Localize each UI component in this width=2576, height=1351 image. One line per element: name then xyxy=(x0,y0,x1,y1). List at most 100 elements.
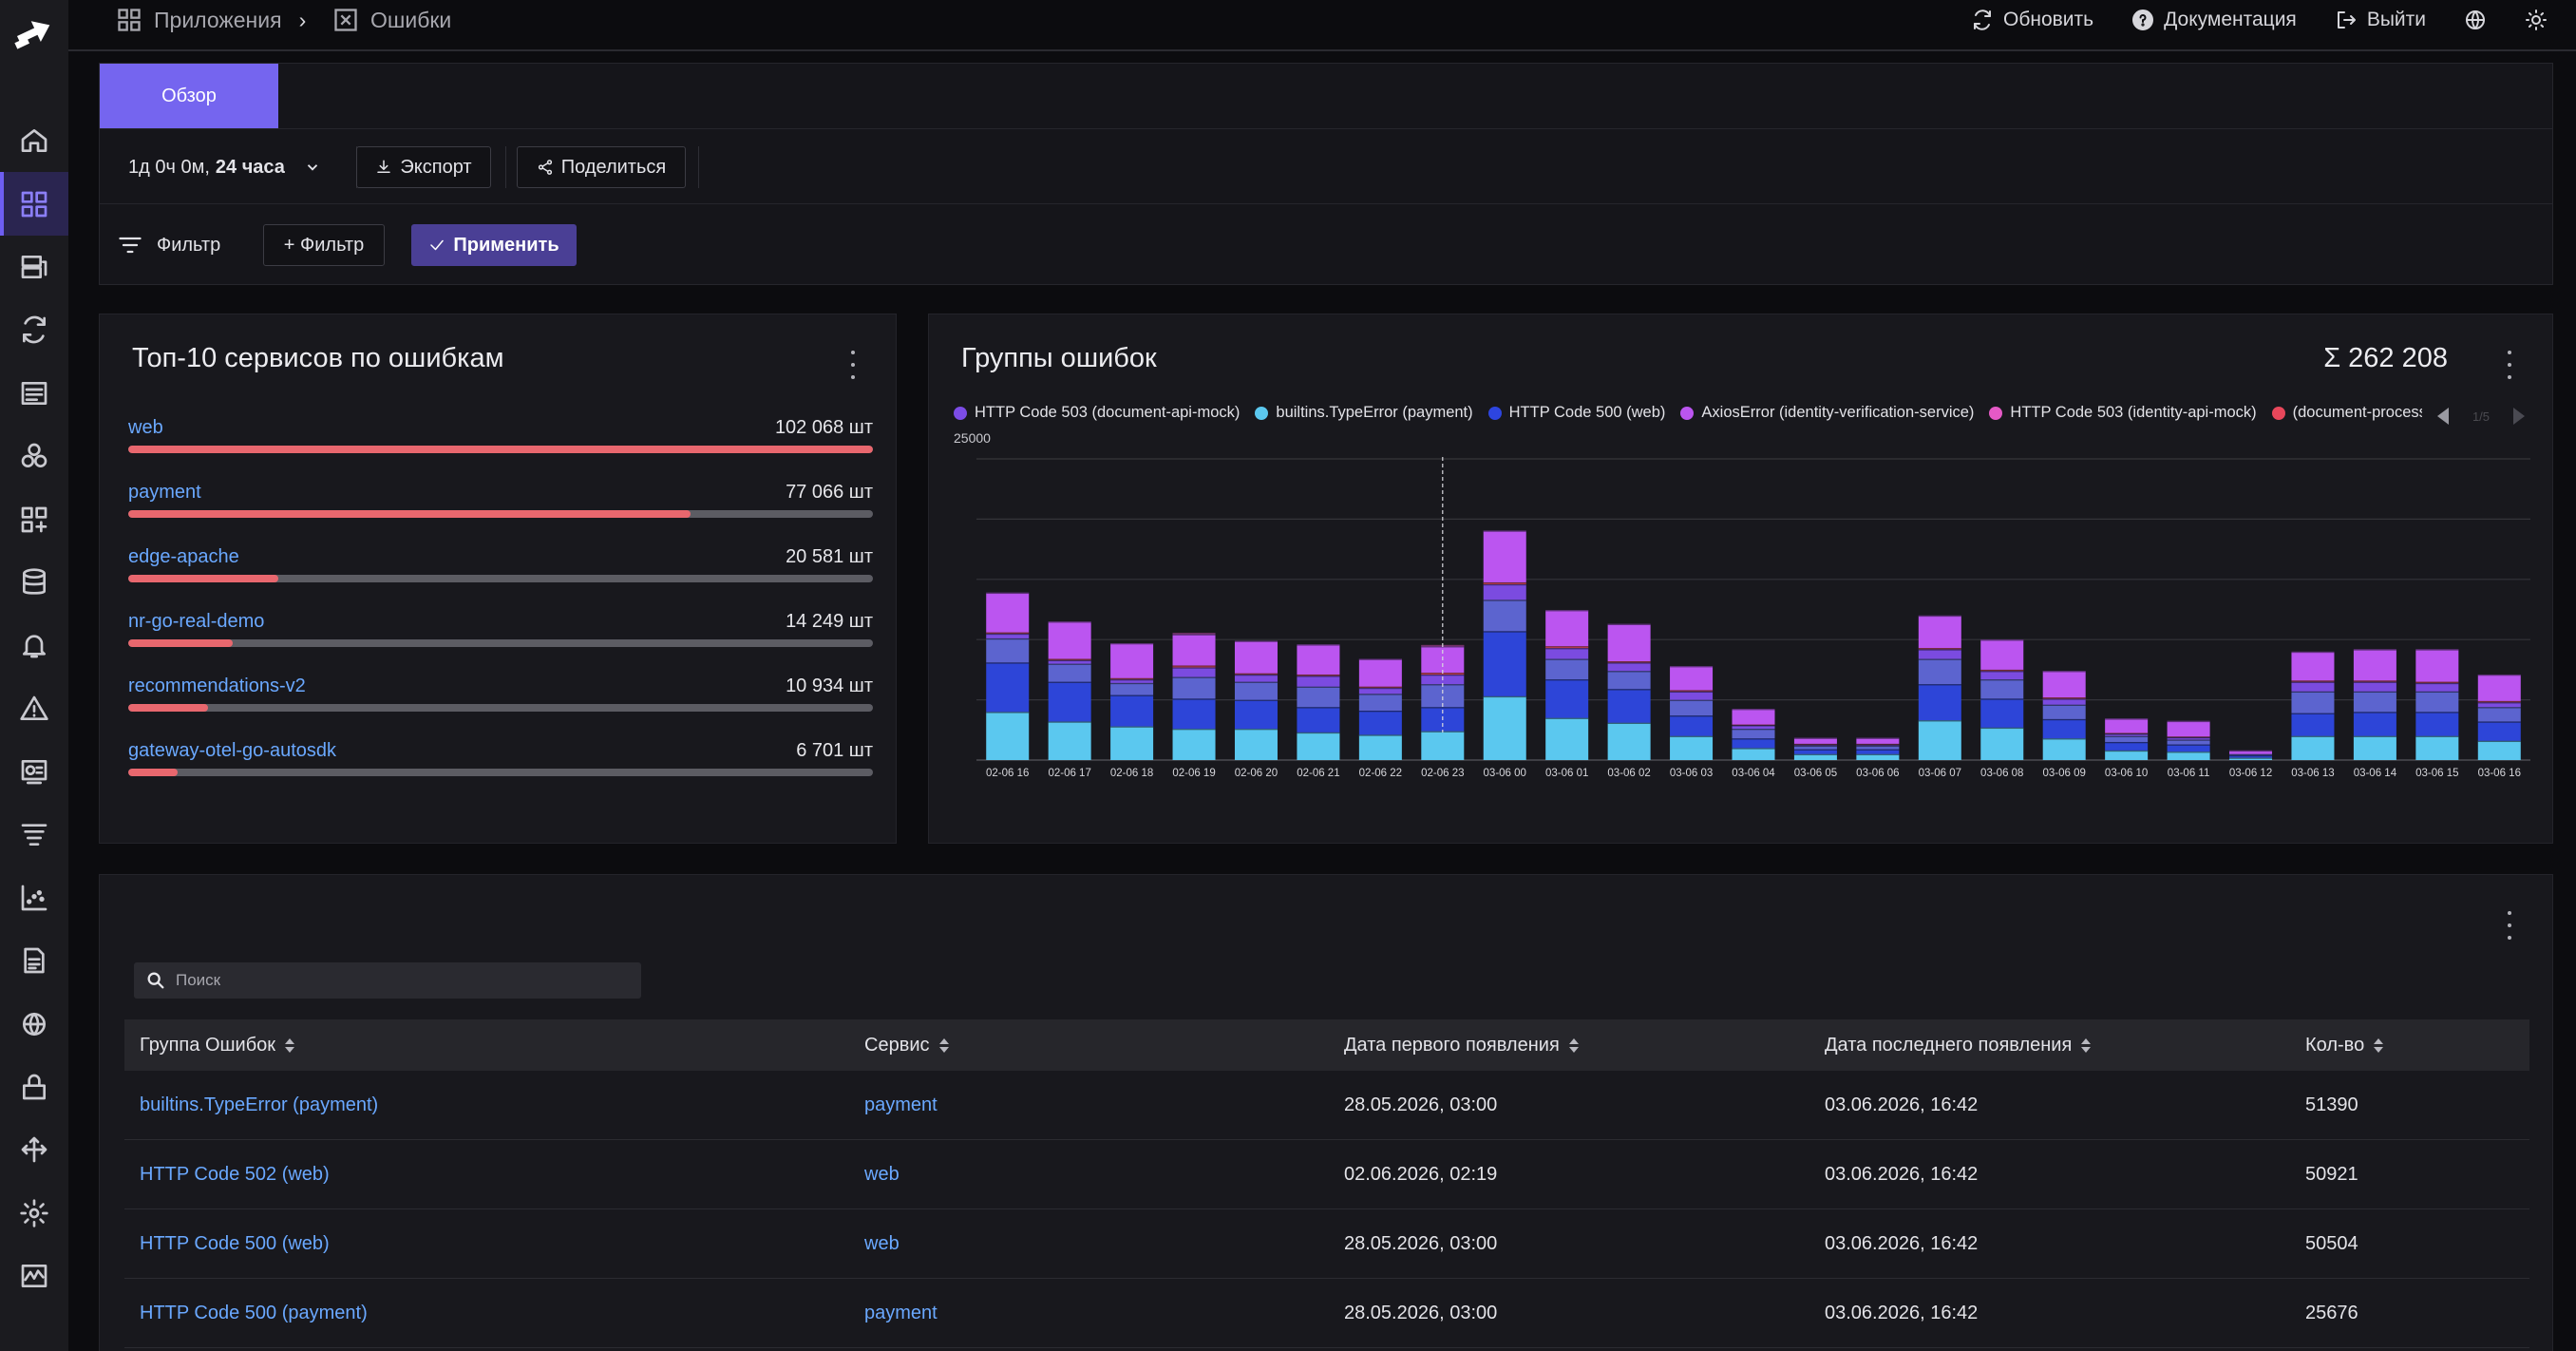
cell-service[interactable]: payment xyxy=(864,1303,938,1323)
sidebar-item-security[interactable] xyxy=(0,1056,68,1118)
sidebar-item-modules[interactable] xyxy=(0,487,68,550)
service-name[interactable]: nr-go-real-demo xyxy=(128,611,265,632)
cell-service[interactable]: payment xyxy=(864,1094,938,1115)
bar-segment-separator xyxy=(1297,644,1340,646)
sidebar-item-incidents[interactable] xyxy=(0,677,68,740)
bar-segment xyxy=(1793,737,1837,744)
search-input[interactable] xyxy=(176,971,632,990)
legend-dot-icon xyxy=(1255,406,1269,420)
legend-prev-icon[interactable] xyxy=(2437,408,2449,425)
bar-segment xyxy=(1732,725,1775,730)
service-error-bar-fill xyxy=(128,446,873,453)
service-name[interactable]: web xyxy=(128,417,163,438)
more-options-icon[interactable] xyxy=(2505,911,2514,940)
sidebar-item-monitoring[interactable] xyxy=(0,1245,68,1307)
sidebar-item-logs[interactable] xyxy=(0,362,68,425)
service-row[interactable]: recommendations-v2 10 934 шт xyxy=(124,676,877,740)
bar-segment xyxy=(1607,623,1651,662)
column-header-last-seen[interactable]: Дата последнего появления xyxy=(1825,1019,2092,1071)
legend-item[interactable]: HTTP Code 503 (document-api-mock) xyxy=(954,404,1240,422)
sidebar-item-database[interactable] xyxy=(0,551,68,614)
export-button[interactable]: Экспорт xyxy=(356,146,491,188)
service-error-bar-fill xyxy=(128,575,279,582)
cell-service[interactable]: web xyxy=(864,1233,900,1254)
breadcrumb-apps[interactable]: Приложения › xyxy=(116,0,306,40)
table-row[interactable]: HTTP Code 502 (web) web 02.06.2026, 02:1… xyxy=(124,1140,2529,1209)
share-button[interactable]: Поделиться xyxy=(517,146,686,188)
cell-group[interactable]: HTTP Code 500 (web) xyxy=(140,1233,330,1254)
apply-button[interactable]: Применить xyxy=(411,224,577,266)
cell-group[interactable]: HTTP Code 502 (web) xyxy=(140,1164,330,1185)
service-row[interactable]: web 102 068 шт xyxy=(124,417,877,482)
cell-group[interactable]: builtins.TypeError (payment) xyxy=(140,1094,379,1115)
bar-segment xyxy=(1483,530,1526,582)
bar-segment xyxy=(1297,686,1340,708)
sidebar-item-dashboards[interactable] xyxy=(0,740,68,803)
legend-item[interactable]: HTTP Code 500 (web) xyxy=(1487,404,1665,422)
x-tick-label: 03-06 16 xyxy=(2478,768,2521,779)
grid-icon xyxy=(118,9,141,31)
legend-item[interactable]: HTTP Code 503 (identity-api-mock) xyxy=(1989,404,2257,422)
documentation-button[interactable]: Документация xyxy=(2131,9,2297,31)
sidebar-item-apps[interactable] xyxy=(0,172,68,237)
sidebar-item-metrics[interactable] xyxy=(0,866,68,929)
service-row[interactable]: payment 77 066 шт xyxy=(124,482,877,546)
legend-item[interactable]: (document-processing-servi xyxy=(2271,404,2422,422)
more-options-icon[interactable] xyxy=(2505,351,2514,379)
service-name[interactable]: edge-apache xyxy=(128,546,239,567)
table-row[interactable]: HTTP Code 500 (web) web 28.05.2026, 03:0… xyxy=(124,1209,2529,1279)
app-logo-icon[interactable] xyxy=(9,11,59,53)
column-header-count[interactable]: Кол-во xyxy=(2305,1019,2384,1071)
more-options-icon[interactable] xyxy=(848,351,858,379)
service-row[interactable]: gateway-otel-go-autosdk 6 701 шт xyxy=(124,740,877,805)
service-name[interactable]: payment xyxy=(128,482,201,503)
add-filter-button[interactable]: + Фильтр xyxy=(263,224,385,266)
refresh-label: Обновить xyxy=(2002,9,2094,30)
column-header-first-seen[interactable]: Дата первого появления xyxy=(1344,1019,1579,1071)
legend-dot-icon xyxy=(1487,406,1502,420)
refresh-button[interactable]: Обновить xyxy=(1971,9,2093,31)
breadcrumb-errors[interactable]: Ошибки xyxy=(332,0,451,40)
column-header-service[interactable]: Сервис xyxy=(864,1019,949,1071)
legend-next-icon[interactable] xyxy=(2512,408,2525,425)
service-name[interactable]: recommendations-v2 xyxy=(128,676,306,696)
sidebar-item-pipelines[interactable] xyxy=(0,803,68,866)
cell-service[interactable]: web xyxy=(864,1164,900,1185)
table-row[interactable]: HTTP Code 500 (payment) payment 28.05.20… xyxy=(124,1279,2529,1348)
sidebar-item-services[interactable] xyxy=(0,425,68,487)
legend-item[interactable]: AxiosError (identity-verification-servic… xyxy=(1680,404,1974,422)
service-name[interactable]: gateway-otel-go-autosdk xyxy=(128,740,337,761)
bar-segment xyxy=(2477,702,2521,708)
theme-toggle-button[interactable] xyxy=(2525,9,2548,31)
column-header-count-label: Кол-во xyxy=(2305,1034,2365,1056)
tab-overview[interactable]: Обзор xyxy=(100,64,278,128)
sidebar-item-alerts[interactable] xyxy=(0,614,68,676)
bar-segment-separator xyxy=(986,632,1030,634)
language-button[interactable] xyxy=(2464,9,2487,31)
bar-segment xyxy=(1358,734,1402,760)
bar-segment-separator xyxy=(1980,671,2024,673)
bar-segment xyxy=(1110,695,1154,727)
search-field xyxy=(134,962,641,999)
sidebar-item-home[interactable] xyxy=(0,109,68,172)
service-row[interactable]: edge-apache 20 581 шт xyxy=(124,546,877,611)
time-range-select[interactable]: 1д 0ч 0м, 24 часа xyxy=(128,129,321,205)
bar-segment-separator xyxy=(1358,694,1402,695)
table-row[interactable]: builtins.TypeError (payment) payment 28.… xyxy=(124,1071,2529,1140)
sidebar-item-integrations[interactable] xyxy=(0,1118,68,1181)
bar-segment xyxy=(1980,671,2024,680)
legend-label: AxiosError (identity-verification-servic… xyxy=(1701,404,1975,421)
sidebar-item-settings[interactable] xyxy=(0,1182,68,1245)
sidebar-item-sync[interactable] xyxy=(0,298,68,361)
column-header-group[interactable]: Группа Ошибок xyxy=(140,1019,295,1071)
filter-toggle[interactable]: Фильтр xyxy=(117,204,220,286)
bar-segment-separator xyxy=(1607,689,1651,691)
sidebar-item-reports[interactable] xyxy=(0,929,68,992)
cell-group[interactable]: HTTP Code 500 (payment) xyxy=(140,1303,368,1323)
logout-button[interactable]: Выйти xyxy=(2335,9,2426,31)
service-row[interactable]: nr-go-real-demo 14 249 шт xyxy=(124,611,877,676)
sidebar-item-infrastructure[interactable] xyxy=(0,236,68,298)
legend-item[interactable]: builtins.TypeError (payment) xyxy=(1255,404,1473,422)
sidebar-item-network[interactable] xyxy=(0,992,68,1055)
bar-segment xyxy=(1856,753,1900,760)
